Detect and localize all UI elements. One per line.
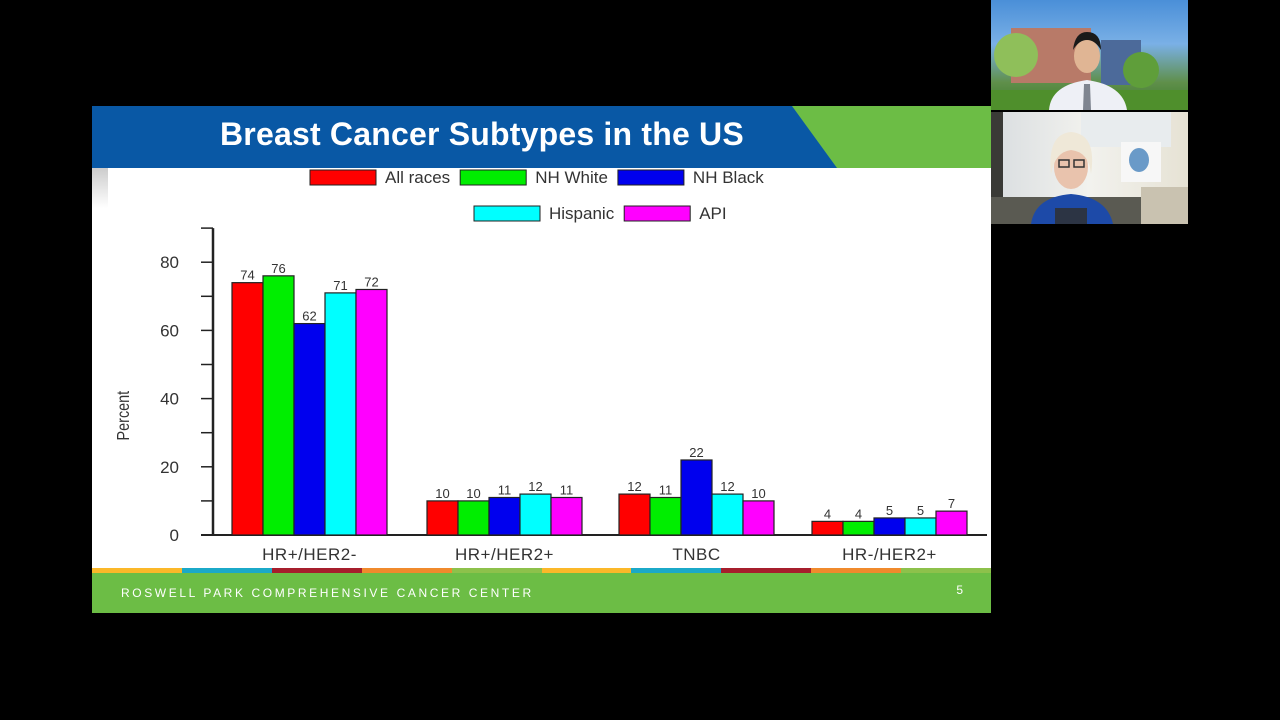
bar-value-label: 76 — [271, 261, 285, 276]
bar-value-label: 11 — [659, 482, 673, 497]
bar — [293, 322, 326, 536]
legend-swatch — [623, 205, 691, 222]
bar-value-label: 10 — [435, 486, 449, 501]
presentation-slide: Breast Cancer Subtypes in the US All rac… — [92, 106, 991, 613]
bar-value-label: 11 — [560, 482, 574, 497]
slide-page-number: 5 — [956, 583, 963, 597]
bar — [355, 288, 388, 536]
bar-value-label: 72 — [364, 274, 378, 289]
bar — [324, 292, 357, 536]
bar-value-label: 7 — [948, 496, 955, 511]
bar-value-label: 71 — [333, 278, 347, 293]
slide-footer: ROSWELL PARK COMPREHENSIVE CANCER CENTER… — [92, 573, 991, 613]
bar — [742, 500, 775, 536]
stripe-segment — [721, 568, 812, 573]
legend-swatch — [459, 169, 527, 186]
bar-value-label: 12 — [528, 479, 542, 494]
x-category-label: HR-/HER2+ — [842, 545, 937, 564]
bar — [935, 510, 968, 536]
legend-label: NH Black — [693, 168, 764, 187]
x-category-label: HR+/HER2- — [262, 545, 357, 564]
y-tick-label: 0 — [170, 526, 179, 545]
stripe-segment — [92, 568, 182, 573]
y-tick-label: 20 — [160, 458, 179, 477]
legend-label: API — [699, 204, 726, 223]
bar — [711, 493, 744, 536]
x-category-label: TNBC — [672, 545, 720, 564]
legend-swatch — [309, 169, 377, 186]
stripe-segment — [901, 568, 991, 573]
participant-1-video — [991, 28, 1188, 110]
bar-value-label: 5 — [917, 503, 924, 518]
bar — [262, 275, 295, 536]
y-axis-title: Percent — [114, 390, 134, 440]
y-tick-label: 60 — [160, 321, 179, 340]
legend-label: All races — [385, 168, 450, 187]
bar-value-label: 11 — [498, 482, 512, 497]
bar — [488, 496, 521, 536]
video-tile-participant-1[interactable] — [991, 0, 1188, 110]
bar-value-label: 4 — [855, 506, 862, 521]
bar-value-label: 4 — [824, 506, 831, 521]
stripe-segment — [181, 568, 272, 573]
legend-label: NH White — [535, 168, 608, 187]
bar — [618, 493, 651, 536]
bar — [231, 282, 264, 536]
bar — [811, 520, 844, 536]
bar — [457, 500, 490, 536]
title-band-blue — [92, 106, 837, 168]
stripe-segment — [271, 568, 362, 573]
participant-2-video — [991, 112, 1188, 224]
footer-org-name: ROSWELL PARK COMPREHENSIVE CANCER CENTER — [121, 586, 534, 600]
slide-title: Breast Cancer Subtypes in the US — [220, 116, 744, 152]
y-tick-label: 40 — [160, 390, 179, 409]
bar — [842, 520, 875, 536]
y-tick-label: 80 — [160, 253, 179, 272]
bar — [550, 496, 583, 536]
bar — [680, 459, 713, 536]
bar-value-label: 12 — [627, 479, 641, 494]
color-stripe — [92, 568, 991, 573]
bar — [426, 500, 459, 536]
bar — [519, 493, 552, 536]
bar-value-label: 10 — [466, 486, 480, 501]
bar-value-label: 22 — [689, 445, 703, 460]
legend-label: Hispanic — [549, 204, 615, 223]
x-category-label: HR+/HER2+ — [455, 545, 554, 564]
stripe-segment — [451, 568, 542, 573]
bar-value-label: 74 — [240, 268, 254, 283]
stripe-segment — [631, 568, 722, 573]
bar — [904, 517, 937, 536]
bar-value-label: 10 — [751, 486, 765, 501]
bar-value-label: 12 — [720, 479, 734, 494]
bar-chart: All races NH White NH Black Hispanic API 0 20 4… — [114, 168, 987, 564]
bar-value-label: 5 — [886, 503, 893, 518]
bar-value-label: 62 — [302, 309, 316, 324]
stripe-segment — [361, 568, 452, 573]
stripe-segment — [541, 568, 632, 573]
legend-swatch — [473, 205, 541, 222]
stripe-segment — [811, 568, 902, 573]
decorative-shade — [92, 168, 108, 208]
video-tile-participant-2[interactable] — [991, 112, 1188, 224]
bar — [649, 496, 682, 536]
bar — [873, 517, 906, 536]
legend-swatch — [617, 169, 685, 186]
